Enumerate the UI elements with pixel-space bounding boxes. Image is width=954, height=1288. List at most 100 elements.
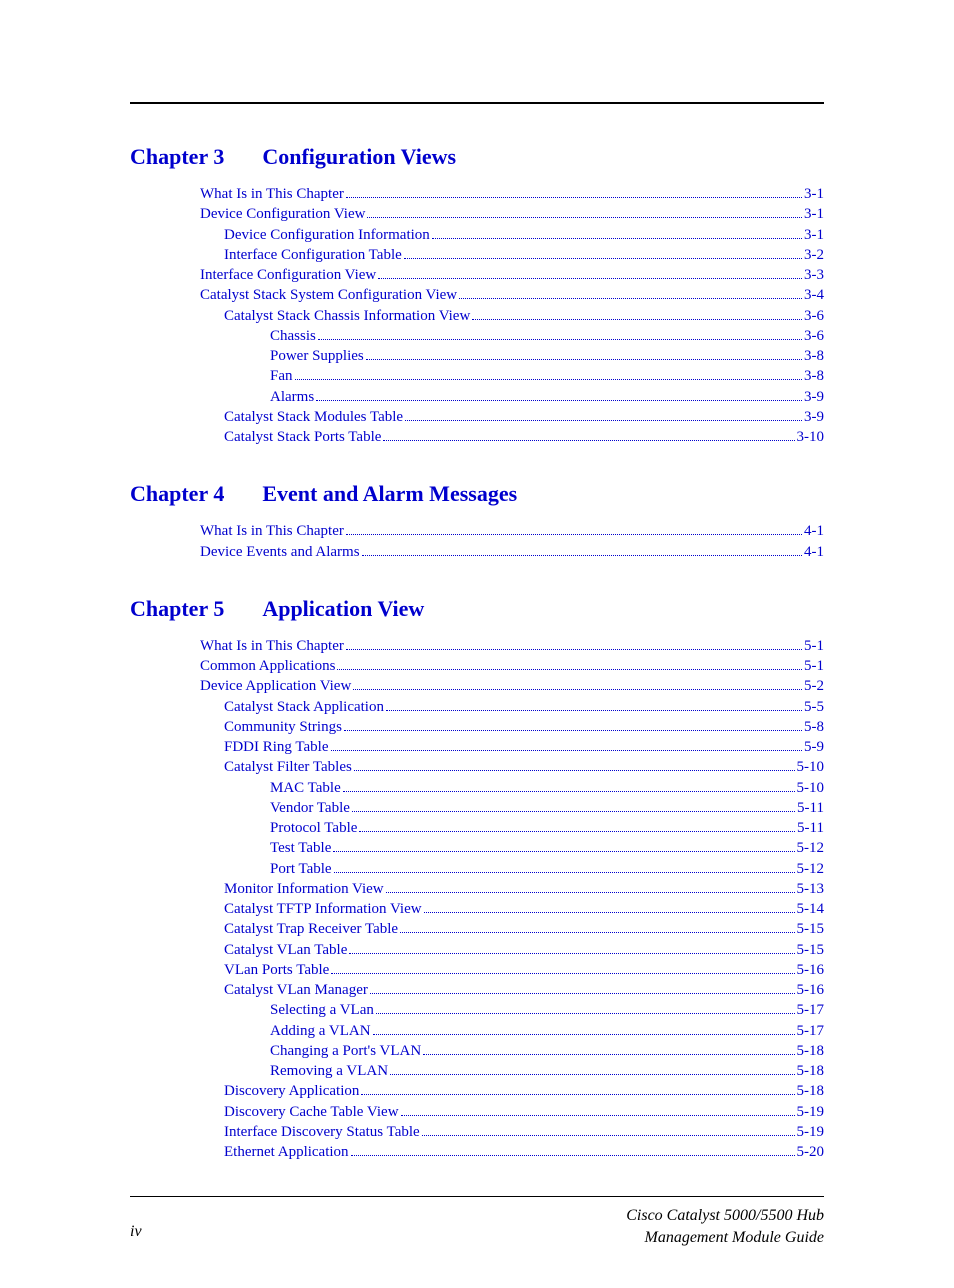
toc-entry-page: 5-16 bbox=[797, 960, 825, 980]
toc-leader-dots bbox=[367, 206, 802, 218]
toc-entry[interactable]: What Is in This Chapter4-1 bbox=[130, 521, 824, 541]
toc-entry-page: 5-2 bbox=[804, 676, 824, 696]
toc-entry[interactable]: Interface Configuration View3-3 bbox=[130, 265, 824, 285]
toc-leader-dots bbox=[343, 780, 795, 792]
toc-entry-label: What Is in This Chapter bbox=[200, 521, 344, 541]
toc-entry[interactable]: Monitor Information View5-13 bbox=[130, 879, 824, 899]
toc-leader-dots bbox=[400, 921, 794, 933]
toc-list: What Is in This Chapter5-1Common Applica… bbox=[130, 636, 824, 1163]
toc-entry[interactable]: Catalyst VLan Table 5-15 bbox=[130, 940, 824, 960]
toc-leader-dots bbox=[386, 881, 795, 893]
toc-entry[interactable]: Chassis3-6 bbox=[130, 326, 824, 346]
toc-entry[interactable]: FDDI Ring Table5-9 bbox=[130, 737, 824, 757]
toc-entry-label: Catalyst Filter Tables bbox=[224, 757, 352, 777]
toc-leader-dots bbox=[362, 544, 802, 556]
toc-leader-dots bbox=[459, 287, 802, 299]
toc-entry[interactable]: Catalyst Stack Chassis Information View3… bbox=[130, 306, 824, 326]
toc-entry[interactable]: Device Application View 5-2 bbox=[130, 676, 824, 696]
chapter-block: Chapter 5Application View What Is in This… bbox=[130, 596, 824, 1163]
toc-leader-dots bbox=[366, 348, 802, 360]
toc-entry[interactable]: Ethernet Application5-20 bbox=[130, 1142, 824, 1162]
toc-leader-dots bbox=[386, 699, 802, 711]
toc-entry-label: Vendor Table bbox=[270, 798, 350, 818]
toc-entry[interactable]: Device Configuration View3-1 bbox=[130, 204, 824, 224]
toc-entry-label: Changing a Port's VLAN bbox=[270, 1041, 421, 1061]
toc-entry[interactable]: Catalyst Trap Receiver Table5-15 bbox=[130, 919, 824, 939]
chapter-heading[interactable]: Chapter 4Event and Alarm Messages bbox=[130, 481, 824, 507]
toc-entry-page: 5-10 bbox=[797, 757, 825, 777]
toc-leader-dots bbox=[373, 1023, 795, 1035]
toc-entry[interactable]: Vendor Table5-11 bbox=[130, 798, 824, 818]
toc-entry-label: Device Application View bbox=[200, 676, 351, 696]
toc-entry[interactable]: Catalyst Stack System Configuration View… bbox=[130, 285, 824, 305]
toc-entry-label: Test Table bbox=[270, 838, 331, 858]
toc-entry-label: Catalyst Stack System Configuration View bbox=[200, 285, 457, 305]
toc-leader-dots bbox=[424, 901, 795, 913]
toc-entry-page: 5-19 bbox=[797, 1122, 825, 1142]
toc-entry[interactable]: Catalyst TFTP Information View5-14 bbox=[130, 899, 824, 919]
toc-entry[interactable]: Changing a Port's VLAN5-18 bbox=[130, 1041, 824, 1061]
chapter-heading[interactable]: Chapter 3Configuration Views bbox=[130, 144, 824, 170]
toc-entry[interactable]: Device Events and Alarms 4-1 bbox=[130, 542, 824, 562]
toc-entry[interactable]: Alarms3-9 bbox=[130, 387, 824, 407]
toc-entry-label: Interface Configuration Table bbox=[224, 245, 402, 265]
toc-entry-page: 3-1 bbox=[804, 225, 824, 245]
toc-entry[interactable]: Common Applications5-1 bbox=[130, 656, 824, 676]
toc-entry[interactable]: Discovery Application5-18 bbox=[130, 1081, 824, 1101]
toc-entry[interactable]: Test Table5-12 bbox=[130, 838, 824, 858]
toc-entry-label: What Is in This Chapter bbox=[200, 184, 344, 204]
toc-entry-label: Discovery Application bbox=[224, 1081, 359, 1101]
toc-entry[interactable]: Interface Configuration Table3-2 bbox=[130, 245, 824, 265]
toc-entry[interactable]: Device Configuration Information3-1 bbox=[130, 225, 824, 245]
toc-entry-label: Catalyst Stack Chassis Information View bbox=[224, 306, 470, 326]
toc-entry[interactable]: What Is in This Chapter3-1 bbox=[130, 184, 824, 204]
toc-leader-dots bbox=[333, 840, 794, 852]
toc-entry[interactable]: Power Supplies3-8 bbox=[130, 346, 824, 366]
toc-entry[interactable]: Selecting a VLan5-17 bbox=[130, 1000, 824, 1020]
toc-entry[interactable]: Catalyst VLan Manager5-16 bbox=[130, 980, 824, 1000]
chapter-heading[interactable]: Chapter 5Application View bbox=[130, 596, 824, 622]
toc-leader-dots bbox=[331, 962, 794, 974]
toc-leader-dots bbox=[423, 1043, 794, 1055]
toc-entry[interactable]: Adding a VLAN5-17 bbox=[130, 1021, 824, 1041]
toc-entry[interactable]: Community Strings5-8 bbox=[130, 717, 824, 737]
toc-entry-page: 5-1 bbox=[804, 636, 824, 656]
toc-entry-page: 5-20 bbox=[797, 1142, 825, 1162]
toc-leader-dots bbox=[353, 678, 802, 690]
toc-entry[interactable]: MAC Table5-10 bbox=[130, 778, 824, 798]
toc-entry-label: Chassis bbox=[270, 326, 316, 346]
toc-entry-label: Device Events and Alarms bbox=[200, 542, 360, 562]
toc-entry[interactable]: Catalyst Stack Modules Table3-9 bbox=[130, 407, 824, 427]
toc-leader-dots bbox=[316, 389, 802, 401]
toc-entry-label: Adding a VLAN bbox=[270, 1021, 371, 1041]
toc-entry[interactable]: Interface Discovery Status Table5-19 bbox=[130, 1122, 824, 1142]
toc-entry[interactable]: What Is in This Chapter5-1 bbox=[130, 636, 824, 656]
toc-entry[interactable]: Catalyst Filter Tables 5-10 bbox=[130, 757, 824, 777]
toc-entry[interactable]: Fan3-8 bbox=[130, 366, 824, 386]
chapter-title: Event and Alarm Messages bbox=[262, 481, 517, 507]
toc-entry-page: 5-15 bbox=[797, 940, 825, 960]
toc-entry[interactable]: VLan Ports Table 5-16 bbox=[130, 960, 824, 980]
toc-entry-label: VLan Ports Table bbox=[224, 960, 329, 980]
toc-entry-page: 4-1 bbox=[804, 542, 824, 562]
toc-entry-label: MAC Table bbox=[270, 778, 341, 798]
toc-entry[interactable]: Discovery Cache Table View5-19 bbox=[130, 1102, 824, 1122]
toc-leader-dots bbox=[351, 1144, 795, 1156]
toc-entry-label: Catalyst VLan Table bbox=[224, 940, 347, 960]
toc-leader-dots bbox=[404, 247, 802, 259]
toc-entry-label: Catalyst VLan Manager bbox=[224, 980, 368, 1000]
doc-title-line-2: Management Module Guide bbox=[626, 1227, 824, 1249]
document-page: Chapter 3Configuration Views What Is in T… bbox=[0, 0, 954, 1288]
toc-entry[interactable]: Catalyst Stack Ports Table3-10 bbox=[130, 427, 824, 447]
toc-leader-dots bbox=[383, 429, 794, 441]
toc-entry[interactable]: Port Table5-12 bbox=[130, 859, 824, 879]
toc-entry-page: 5-8 bbox=[804, 717, 824, 737]
toc-entry[interactable]: Protocol Table5-11 bbox=[130, 818, 824, 838]
doc-title: Cisco Catalyst 5000/5500 Hub Management … bbox=[626, 1205, 824, 1248]
top-rule bbox=[130, 102, 824, 104]
toc-leader-dots bbox=[349, 942, 794, 954]
toc-leader-dots bbox=[346, 638, 802, 650]
toc-entry-page: 5-19 bbox=[797, 1102, 825, 1122]
toc-entry[interactable]: Removing a VLAN5-18 bbox=[130, 1061, 824, 1081]
toc-entry[interactable]: Catalyst Stack Application5-5 bbox=[130, 697, 824, 717]
